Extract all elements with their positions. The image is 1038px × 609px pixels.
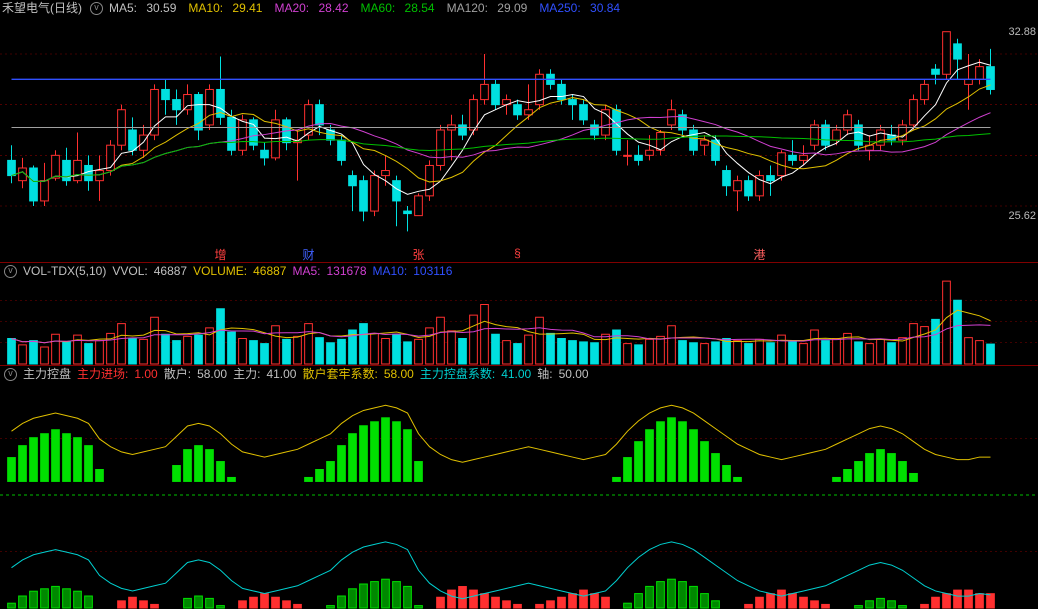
chevron-down-icon[interactable]: v <box>90 2 103 15</box>
vol-hdr-0: VOL-TDX(5,10) <box>23 264 106 278</box>
price-marker: 张 <box>412 246 424 263</box>
ctrl-hdr-4: 58.00 <box>197 367 227 381</box>
price-ytick: 25.62 <box>1008 210 1036 222</box>
vol-hdr-3: VOLUME: <box>193 264 247 278</box>
ma-label-4: MA120: 29.09 <box>447 1 534 15</box>
price-ytick: 32.88 <box>1008 26 1036 38</box>
ctrl-hdr-9: 主力控盘系数: <box>420 367 495 381</box>
vol-hdr-7: MA10: <box>373 264 408 278</box>
ctrl-hdr-1: 主力进场: <box>77 367 128 381</box>
price-marker: 港 <box>753 246 765 263</box>
vol-hdr-8: 103116 <box>413 264 452 278</box>
ma-label-2: MA20: 28.42 <box>274 1 354 15</box>
price-marker: 财 <box>302 246 314 263</box>
ctrl-hdr-8: 58.00 <box>384 367 414 381</box>
ma-label-0: MA5: 30.59 <box>109 1 182 15</box>
vol-hdr-1: VVOL: <box>112 264 147 278</box>
ctrl-hdr-6: 41.00 <box>266 367 296 381</box>
ctrl-hdr-5: 主力: <box>233 367 260 381</box>
control-header: v 主力控盘主力进场: 1.00 散户: 58.00 主力: 41.00 散户套牢系数: 58.… <box>2 367 595 381</box>
ma-label-3: MA60: 28.54 <box>361 1 441 15</box>
ctrl-hdr-12: 50.00 <box>559 367 589 381</box>
ctrl-hdr-7: 散户套牢系数: <box>302 367 377 381</box>
ma-label-1: MA10: 29.41 <box>188 1 268 15</box>
price-header: 禾望电气(日线) v MA5: 30.59 MA10: 29.41 MA20: 28.4… <box>2 1 632 15</box>
price-marker: § <box>514 246 521 260</box>
vol-hdr-5: MA5: <box>292 264 320 278</box>
chevron-down-icon[interactable]: v <box>4 368 17 381</box>
price-panel[interactable]: 禾望电气(日线) v MA5: 30.59 MA10: 29.41 MA20: 28.4… <box>0 0 1038 262</box>
price-marker: 增 <box>214 246 226 263</box>
volume-header: v VOL-TDX(5,10) VVOL: 46887 VOLUME: 46887 MA5:… <box>2 264 458 278</box>
volume-panel[interactable]: v VOL-TDX(5,10) VVOL: 46887 VOLUME: 46887 MA5:… <box>0 262 1038 366</box>
vol-hdr-2: 46887 <box>154 264 187 278</box>
vol-hdr-4: 46887 <box>253 264 286 278</box>
ctrl-hdr-3: 散户: <box>164 367 191 381</box>
stock-title: 禾望电气(日线) <box>2 1 82 15</box>
ma-label-5: MA250: 30.84 <box>539 1 626 15</box>
control-panel[interactable]: v 主力控盘主力进场: 1.00 散户: 58.00 主力: 41.00 散户套牢系数: 58.… <box>0 365 1038 609</box>
ctrl-hdr-0: 主力控盘 <box>23 367 71 381</box>
ctrl-hdr-2: 1.00 <box>134 367 157 381</box>
ctrl-hdr-11: 轴: <box>537 367 552 381</box>
chevron-down-icon[interactable]: v <box>4 265 17 278</box>
ctrl-hdr-10: 41.00 <box>501 367 531 381</box>
vol-hdr-6: 131678 <box>327 264 367 278</box>
